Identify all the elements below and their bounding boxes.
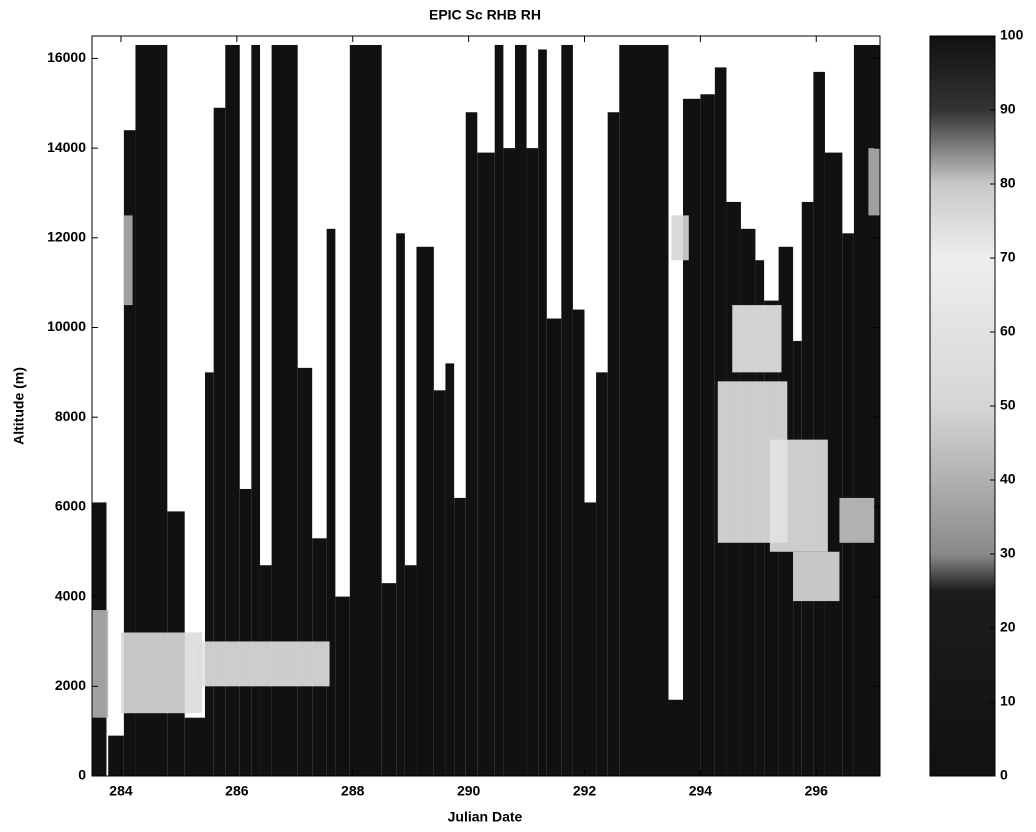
colorbar-tick-label: 10 [1000,693,1016,709]
data-column [824,152,843,776]
colorbar-tick-label: 100 [1000,27,1024,43]
data-column [251,44,261,776]
x-axis-label: Julian Date [448,809,523,825]
data-column [514,44,527,776]
y-axis-label: Altitude (m) [11,367,27,445]
data-column [596,372,608,776]
x-tick-label: 286 [225,783,249,799]
rh-cell [793,551,840,602]
data-column [123,130,136,776]
rh-cell [196,641,330,687]
x-tick-label: 290 [457,783,481,799]
data-column [326,228,336,776]
y-tick-label: 4000 [55,587,86,603]
colorbar-tick-label: 30 [1000,545,1016,561]
data-column [572,309,585,776]
data-column [538,49,547,777]
colorbar [929,35,996,777]
colorbar-tick-label: 90 [1000,101,1016,117]
data-column [349,44,382,776]
y-tick-label: 8000 [55,408,86,424]
colorbar-tick-label: 80 [1000,175,1016,191]
data-column [477,152,495,776]
data-column [433,390,446,776]
data-column [465,112,478,776]
x-tick-label: 284 [109,783,133,799]
y-tick-label: 0 [78,767,86,783]
rh-cell [839,497,875,543]
y-tick-label: 6000 [55,498,86,514]
data-column [700,94,715,776]
x-tick-label: 294 [689,783,713,799]
data-column [416,246,434,777]
chart-title: EPIC Sc RHB RH [429,7,541,23]
data-column [108,735,124,776]
x-tick-label: 292 [573,783,597,799]
plot-frame [91,35,881,777]
data-column [584,502,597,776]
data-column [683,98,701,776]
data-column [445,363,455,776]
data-column [184,717,205,776]
data-column [546,318,562,776]
x-tick-label: 296 [805,783,829,799]
x-tick-label: 288 [341,783,365,799]
rh-cell [123,215,133,306]
data-column [225,44,240,776]
plot-area [92,36,880,777]
rh-cell [92,610,109,718]
rh-cell [732,305,782,373]
data-column [494,44,504,776]
colorbar-tick-label: 20 [1000,619,1016,635]
rh-cell [671,215,689,261]
data-column [297,367,313,776]
colorbar-tick-label: 50 [1000,397,1016,413]
data-column [503,148,515,776]
data-column [204,372,214,776]
data-column [526,148,539,776]
data-column [607,112,620,776]
colorbar-tick-label: 40 [1000,471,1016,487]
colorbar-tick-label: 60 [1000,323,1016,339]
data-column [213,107,226,777]
colorbar-tick-label: 0 [1000,767,1008,783]
y-tick-label: 14000 [47,139,86,155]
data-column [396,233,405,777]
data-column [668,699,683,776]
data-column [813,71,825,776]
data-column [335,596,350,776]
data-column [561,44,573,776]
data-column [381,583,397,776]
data-column [454,497,466,776]
data-column [239,488,252,776]
rh-cell [769,439,828,552]
data-column [619,44,669,776]
data-column [404,565,417,776]
rh-cell [120,632,203,714]
rh-cell [868,148,880,216]
y-tick-label: 12000 [47,229,86,245]
y-tick-label: 2000 [55,677,86,693]
colorbar-tick-label: 70 [1000,249,1016,265]
y-tick-label: 16000 [47,49,86,65]
y-tick-label: 10000 [47,318,86,334]
